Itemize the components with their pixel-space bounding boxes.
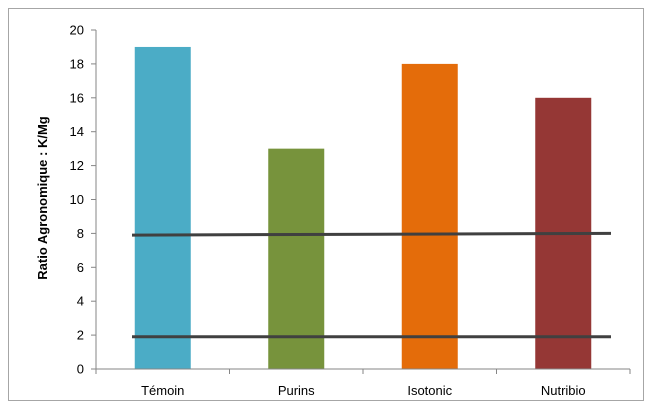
y-tick-label: 14: [70, 124, 84, 139]
y-tick-label: 6: [77, 260, 84, 275]
y-tick-label: 20: [70, 23, 84, 38]
y-tick-label: 16: [70, 90, 84, 105]
y-axis-label: Ratio Agronomique : K/Mg: [35, 116, 50, 280]
y-tick-label: 0: [77, 362, 84, 377]
x-tick-label: Témoin: [141, 383, 184, 398]
reference-line-2: [131, 231, 612, 237]
bar-1: [134, 46, 191, 369]
x-tick-label: Purins: [278, 383, 315, 398]
bar-3: [401, 63, 458, 370]
y-tick-label: 12: [70, 158, 84, 173]
bar-2: [268, 148, 325, 369]
y-tick-label: 10: [70, 192, 84, 207]
y-tick-label: 2: [77, 328, 84, 343]
y-tick-label: 8: [77, 226, 84, 241]
y-tick-label: 4: [77, 294, 84, 309]
x-tick-label: Nutribio: [541, 383, 586, 398]
y-tick-label: 18: [70, 56, 84, 71]
x-tick-label: Isotonic: [407, 383, 452, 398]
